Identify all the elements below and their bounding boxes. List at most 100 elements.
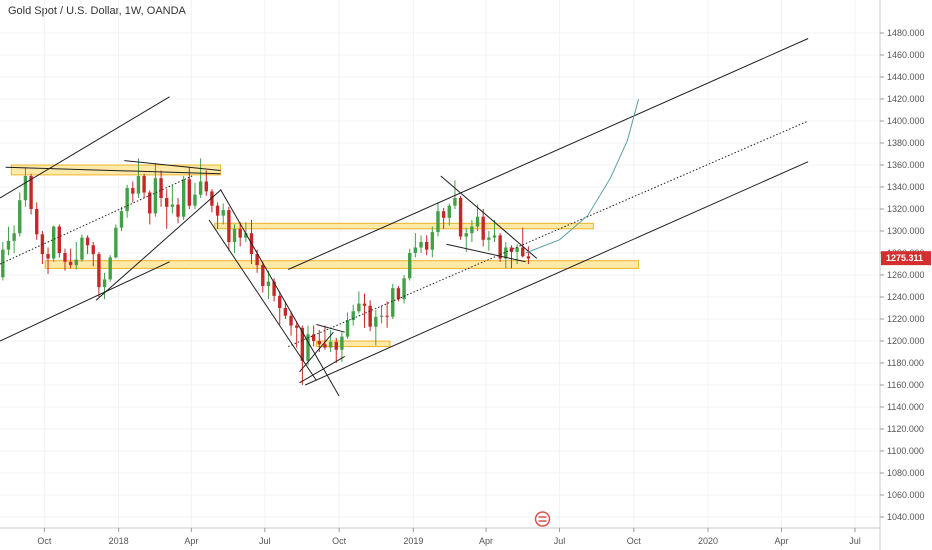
candle-body xyxy=(345,320,350,337)
time-tick-label: 2018 xyxy=(109,536,129,546)
candle-body xyxy=(244,233,248,238)
candle-body xyxy=(125,188,129,212)
economic-event-icon xyxy=(534,511,551,527)
trend-line xyxy=(446,243,526,263)
candle-body xyxy=(492,235,497,238)
candle-body xyxy=(391,288,395,317)
candle-body xyxy=(80,237,84,260)
candle-body xyxy=(6,240,11,250)
candle-body xyxy=(306,334,310,361)
channel-median-line xyxy=(0,175,193,265)
candle-body xyxy=(148,192,152,214)
candle-body xyxy=(232,228,237,242)
price-tick-label: 1360.000 xyxy=(887,160,925,170)
candle-body xyxy=(424,242,429,250)
price-tick-label: 1340.000 xyxy=(887,182,925,192)
price-tick-label: 1440.000 xyxy=(887,72,925,82)
time-tick-label: 2019 xyxy=(403,536,423,546)
candle-body xyxy=(379,315,384,317)
trend-line xyxy=(5,166,221,175)
candle-body xyxy=(436,211,440,233)
time-tick-label: Oct xyxy=(37,536,52,546)
price-tick-label: 1040.000 xyxy=(887,512,925,522)
candle-body xyxy=(362,303,367,306)
candle-body xyxy=(458,198,463,237)
candle-body xyxy=(210,191,214,206)
time-tick-label: Oct xyxy=(332,536,347,546)
time-tick-label: Apr xyxy=(774,536,788,546)
trend-line xyxy=(299,355,345,384)
candle-body xyxy=(221,210,225,216)
time-tick-label: Oct xyxy=(627,536,642,546)
candle-body xyxy=(35,209,39,235)
time-tick-label: Jul xyxy=(554,536,566,546)
candle-body xyxy=(328,342,333,348)
candle-body xyxy=(255,254,259,266)
trend-line xyxy=(124,160,221,171)
price-tick-label: 1320.000 xyxy=(887,204,925,214)
candle-body xyxy=(509,247,514,252)
candle-body xyxy=(170,204,175,207)
candle-body xyxy=(498,235,502,259)
zone-rectangle xyxy=(214,222,594,230)
candle-body xyxy=(453,198,457,206)
candle-body xyxy=(68,261,73,266)
candle-body xyxy=(23,176,28,201)
candle-body xyxy=(300,327,305,361)
candle-body xyxy=(295,325,299,328)
candle-body xyxy=(374,316,378,327)
price-tick-label: 1260.000 xyxy=(887,270,925,280)
candle-body xyxy=(187,179,192,206)
candle-body xyxy=(119,211,124,228)
candle-body xyxy=(481,216,485,240)
price-tick-label: 1300.000 xyxy=(887,226,925,236)
candle-body xyxy=(261,265,265,286)
candle-body xyxy=(204,181,208,192)
candle-body xyxy=(159,178,163,198)
candle-body xyxy=(368,305,372,327)
candle-body xyxy=(97,254,101,288)
candle-body xyxy=(340,336,344,350)
candle-body xyxy=(108,257,112,280)
candle-body xyxy=(402,278,406,300)
trend-line xyxy=(0,261,170,342)
candle-body xyxy=(176,204,180,217)
time-tick-label: Apr xyxy=(184,536,198,546)
price-tick-label: 1480.000 xyxy=(887,28,925,38)
time-tick-label: Jul xyxy=(259,536,271,546)
candle-body xyxy=(193,194,197,206)
candle-body xyxy=(311,334,316,341)
price-tick-label: 1460.000 xyxy=(887,50,925,60)
price-tick-label: 1100.000 xyxy=(887,446,924,456)
candle-body xyxy=(153,178,158,214)
trend-line xyxy=(288,38,809,270)
candle-body xyxy=(396,288,401,300)
price-tick-label: 1160.000 xyxy=(887,380,924,390)
candle-body xyxy=(91,245,95,255)
price-tick-label: 1140.000 xyxy=(887,402,924,412)
candle-body xyxy=(441,211,446,218)
candle-body xyxy=(487,237,491,240)
price-tick-label: 1400.000 xyxy=(887,116,925,126)
candle-body xyxy=(419,242,423,248)
candle-body xyxy=(215,205,220,216)
zone-rectangle xyxy=(44,260,640,269)
candle-body xyxy=(430,232,435,250)
candle-body xyxy=(266,281,271,286)
candle-body xyxy=(18,200,22,234)
candle-body xyxy=(114,227,118,258)
trend-line xyxy=(0,96,170,199)
projection-arc xyxy=(525,98,640,254)
trend-line xyxy=(208,219,317,381)
channel-median-line xyxy=(288,120,809,347)
candle-body xyxy=(198,181,203,195)
trend-line xyxy=(219,188,340,397)
candle-body xyxy=(102,279,107,288)
candle-body xyxy=(1,249,5,278)
candle-body xyxy=(504,247,508,259)
candle-body xyxy=(323,344,327,348)
candle-body xyxy=(357,303,361,312)
trend-line xyxy=(304,161,809,386)
price-tick-label: 1420.000 xyxy=(887,94,925,104)
